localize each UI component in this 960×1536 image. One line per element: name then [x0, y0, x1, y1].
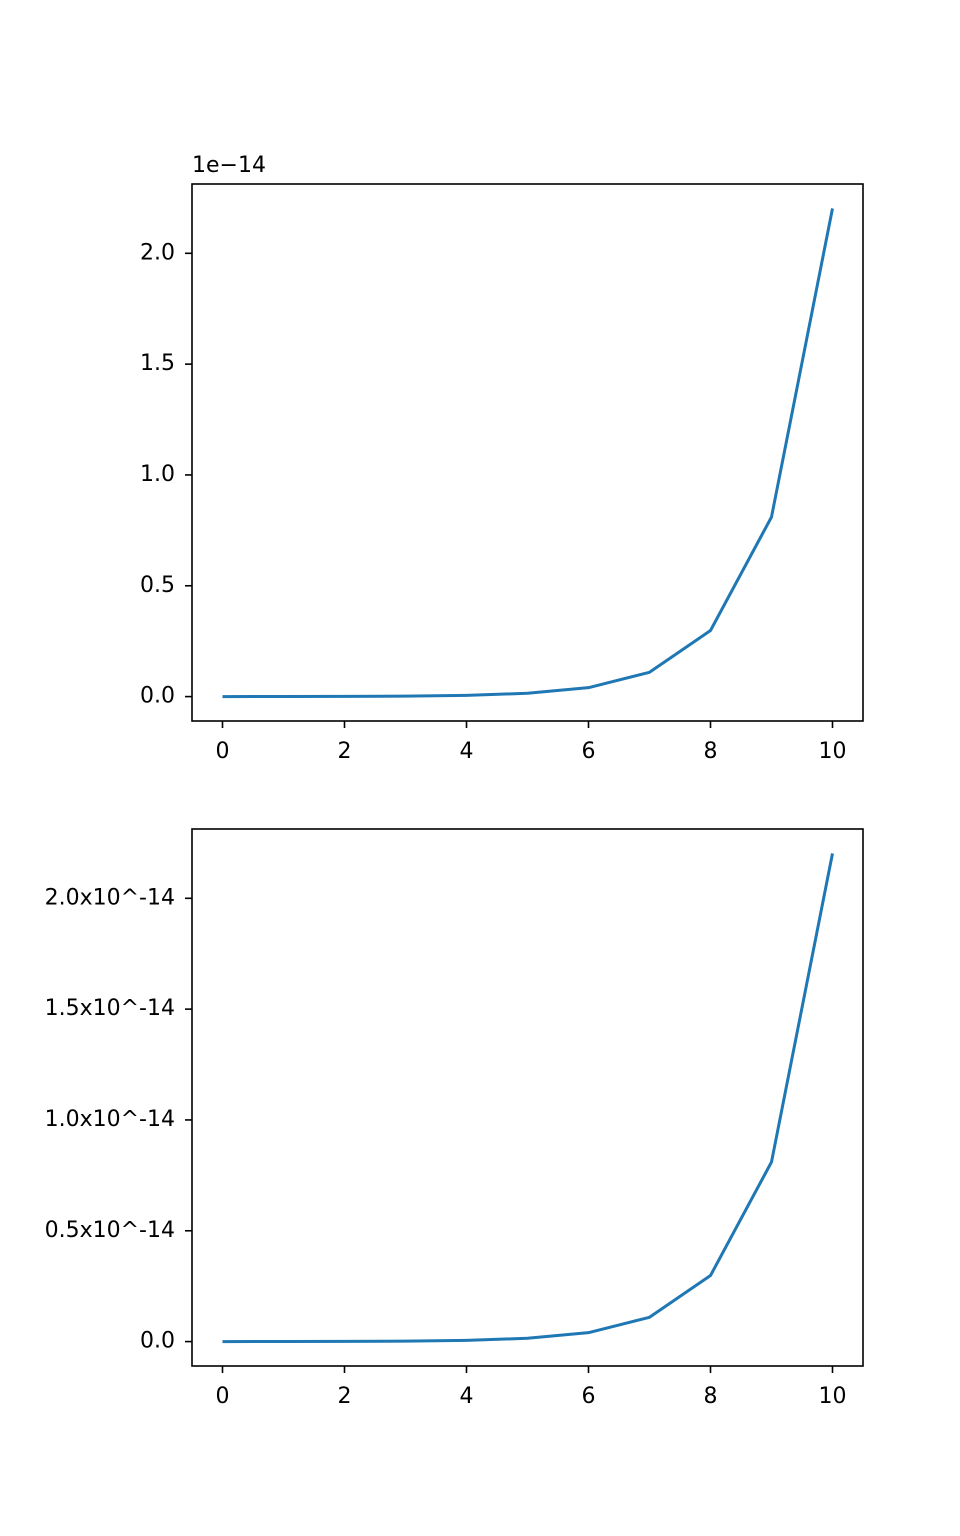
y-tick-label: 1.0	[140, 462, 175, 487]
data-line	[222, 208, 834, 699]
y-tick-label: 0.5	[140, 573, 175, 598]
y-tick-label: 2.0	[140, 240, 175, 265]
axes-frame	[191, 828, 864, 1367]
y-tick-label: 2.0x10^-14	[45, 885, 175, 910]
x-tick-label: 6	[582, 739, 596, 764]
y-tick-label: 1.5	[140, 351, 175, 376]
y-tick-label: 1.0x10^-14	[45, 1107, 175, 1132]
y-tick-label: 0.0	[140, 1329, 175, 1354]
x-tick-label: 8	[704, 739, 718, 764]
x-tick-label: 0	[216, 739, 230, 764]
x-tick-label: 0	[216, 1384, 230, 1409]
x-tick-label: 10	[819, 1384, 847, 1409]
x-tick-label: 2	[338, 739, 352, 764]
data-line	[222, 853, 834, 1344]
x-tick-label: 10	[819, 739, 847, 764]
offset-text: 1e−14	[192, 153, 266, 178]
x-tick-label: 4	[460, 1384, 474, 1409]
axes-frame	[191, 183, 864, 722]
y-tick-label: 0.0	[140, 684, 175, 709]
y-tick-label: 0.5x10^-14	[45, 1218, 175, 1243]
x-tick-label: 2	[338, 1384, 352, 1409]
x-tick-label: 6	[582, 1384, 596, 1409]
x-tick-label: 4	[460, 739, 474, 764]
y-tick-label: 1.5x10^-14	[45, 996, 175, 1021]
x-tick-label: 8	[704, 1384, 718, 1409]
